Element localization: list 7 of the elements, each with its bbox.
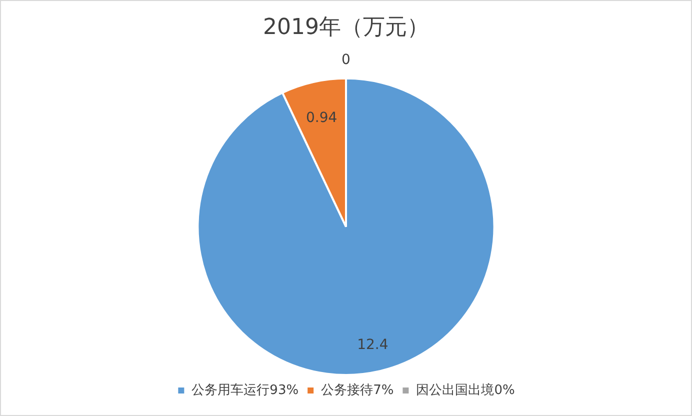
legend-label: 公务接待7% <box>321 382 394 398</box>
text: 0 <box>342 52 350 68</box>
data-label: 0.94 <box>306 110 338 126</box>
chart-title: 2019年（万元） <box>263 14 429 40</box>
legend-label: 公务用车运行93% <box>192 382 299 398</box>
legend-label: 因公出国出境0% <box>416 382 515 398</box>
data-label: 12.4 <box>357 336 388 353</box>
